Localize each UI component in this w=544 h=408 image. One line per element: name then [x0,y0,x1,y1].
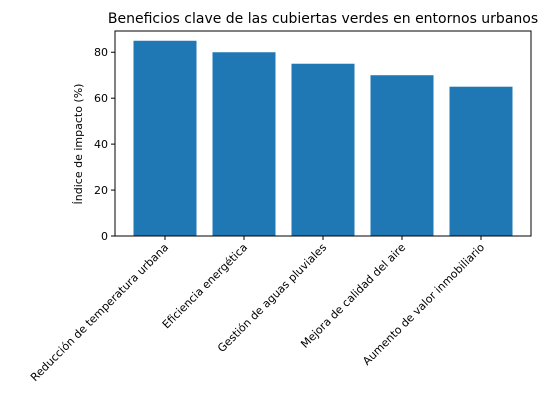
x-tick-label: Eficiencia energética [160,241,250,331]
bar-1 [133,40,197,237]
y-tick-label: 40 [94,138,108,151]
bar-4 [370,75,434,236]
bar-3 [291,63,355,236]
x-tick-label: Reducción de temperatura urbana [28,241,171,384]
y-axis-ticks: 0 20 40 60 80 [94,46,115,243]
x-axis-ticks: Reducción de temperatura urbanaEficienci… [28,236,487,384]
y-tick-label: 0 [101,230,108,243]
y-tick-label: 80 [94,46,108,59]
plot-frame [114,30,532,237]
bars-group [133,40,513,237]
chart-title: Beneficios clave de las cubiertas verdes… [108,11,538,27]
y-axis-label: Índice de impacto (%) [72,84,85,205]
y-tick-label: 60 [94,92,108,105]
y-tick-label: 20 [94,184,108,197]
bar-2 [212,52,276,237]
bar-5 [449,86,513,236]
